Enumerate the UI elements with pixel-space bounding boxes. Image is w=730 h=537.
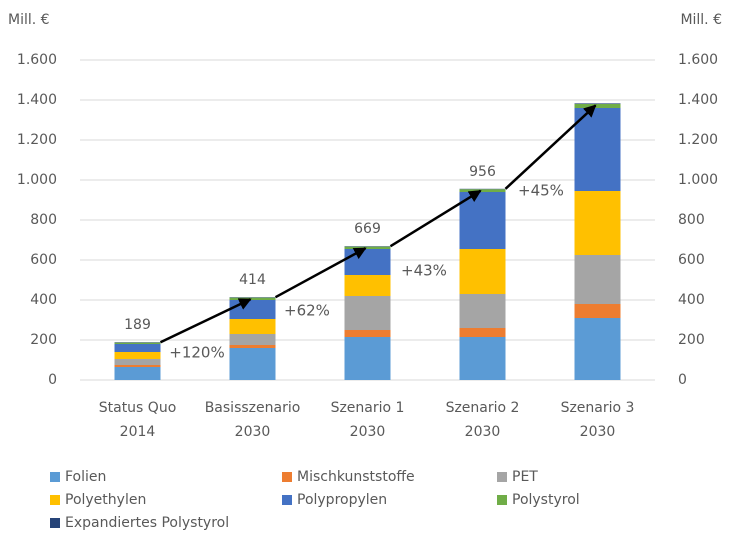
- y-tick-label: 1.200: [17, 132, 57, 148]
- x-tick-label: 2030: [465, 424, 501, 440]
- y2-tick-label: 600: [678, 252, 705, 268]
- growth-arrow: [274, 247, 367, 299]
- x-tick-label: Status Quo: [99, 400, 177, 416]
- growth-label: +43%: [401, 262, 447, 280]
- legend-label: PET: [512, 469, 538, 485]
- bar-segment: [229, 297, 276, 300]
- legend-swatch: [50, 495, 60, 505]
- bar-segment: [574, 103, 621, 104]
- bar-segment: [574, 191, 621, 255]
- bar-segment: [459, 249, 506, 294]
- bar-segment: [344, 246, 391, 249]
- bar-segment: [574, 304, 621, 318]
- growth-label: +62%: [284, 302, 330, 320]
- y2-tick-label: 1.000: [678, 172, 718, 188]
- growth-arrow: [504, 104, 597, 190]
- bar-segment: [459, 192, 506, 249]
- y-tick-label: 1.400: [17, 92, 57, 108]
- y-tick-label: 800: [30, 212, 57, 228]
- bar-segment: [229, 334, 276, 345]
- growth-label: +120%: [169, 344, 224, 362]
- y2-tick-label: 0: [678, 372, 687, 388]
- x-tick-label: 2014: [120, 424, 156, 440]
- bar-segment: [229, 300, 276, 319]
- bar-segment: [574, 255, 621, 304]
- bar-segment: [114, 352, 161, 359]
- bar-segment: [114, 342, 161, 344]
- x-tick-label: Szenario 2: [446, 400, 520, 416]
- x-tick-label: 2030: [350, 424, 386, 440]
- y2-tick-label: 1.200: [678, 132, 718, 148]
- y-tick-label: 1.000: [17, 172, 57, 188]
- total-label: 669: [354, 221, 381, 237]
- bar-segment: [344, 296, 391, 330]
- bar-segment: [344, 330, 391, 337]
- legend-label: Folien: [65, 469, 106, 485]
- bar-segment: [344, 249, 391, 275]
- bar-segment: [574, 318, 621, 380]
- legend-label: Polypropylen: [297, 492, 387, 508]
- bar-segment: [459, 189, 506, 192]
- legend-swatch: [497, 472, 507, 482]
- bar-segment: [344, 337, 391, 380]
- y-tick-label: 200: [30, 332, 57, 348]
- x-tick-label: 2030: [580, 424, 616, 440]
- legend-label: Expandiertes Polystyrol: [65, 515, 229, 531]
- y2-axis-label: Mill. €: [680, 12, 722, 28]
- bar-segment: [344, 275, 391, 296]
- x-tick-label: Szenario 1: [331, 400, 405, 416]
- legend-swatch: [50, 472, 60, 482]
- y2-tick-label: 800: [678, 212, 705, 228]
- bar-segment: [574, 104, 621, 108]
- y-tick-label: 400: [30, 292, 57, 308]
- y-tick-label: 600: [30, 252, 57, 268]
- legend-swatch: [497, 495, 507, 505]
- y-tick-label: 1.600: [17, 52, 57, 68]
- legend-label: Polyethylen: [65, 492, 146, 508]
- y2-tick-label: 1.600: [678, 52, 718, 68]
- y2-tick-label: 1.400: [678, 92, 718, 108]
- bar-segment: [459, 294, 506, 328]
- total-label: 956: [469, 164, 496, 180]
- bar-segment: [459, 328, 506, 337]
- growth-arrow: [389, 189, 482, 248]
- x-tick-label: Szenario 3: [561, 400, 635, 416]
- bar-segment: [229, 345, 276, 348]
- y2-tick-label: 400: [678, 292, 705, 308]
- legend-swatch: [282, 472, 292, 482]
- bar-segment: [229, 348, 276, 380]
- bar-segment: [229, 319, 276, 334]
- growth-arrow: [159, 298, 252, 344]
- legend-label: Polystyrol: [512, 492, 580, 508]
- bar-segment: [114, 367, 161, 380]
- bar-segment: [459, 337, 506, 380]
- total-label: 414: [239, 272, 266, 288]
- bar-segment: [574, 108, 621, 191]
- bar-segment: [114, 344, 161, 352]
- bar-segment: [114, 359, 161, 365]
- y-axis-label: Mill. €: [8, 12, 50, 28]
- legend-swatch: [50, 518, 60, 528]
- bar-segment: [114, 365, 161, 367]
- legend-swatch: [282, 495, 292, 505]
- legend-label: Mischkunststoffe: [297, 469, 415, 485]
- x-tick-label: 2030: [235, 424, 271, 440]
- x-tick-label: Basisszenario: [205, 400, 301, 416]
- total-label: 189: [124, 317, 151, 333]
- growth-label: +45%: [518, 182, 564, 200]
- y-tick-label: 0: [48, 372, 57, 388]
- y2-tick-label: 200: [678, 332, 705, 348]
